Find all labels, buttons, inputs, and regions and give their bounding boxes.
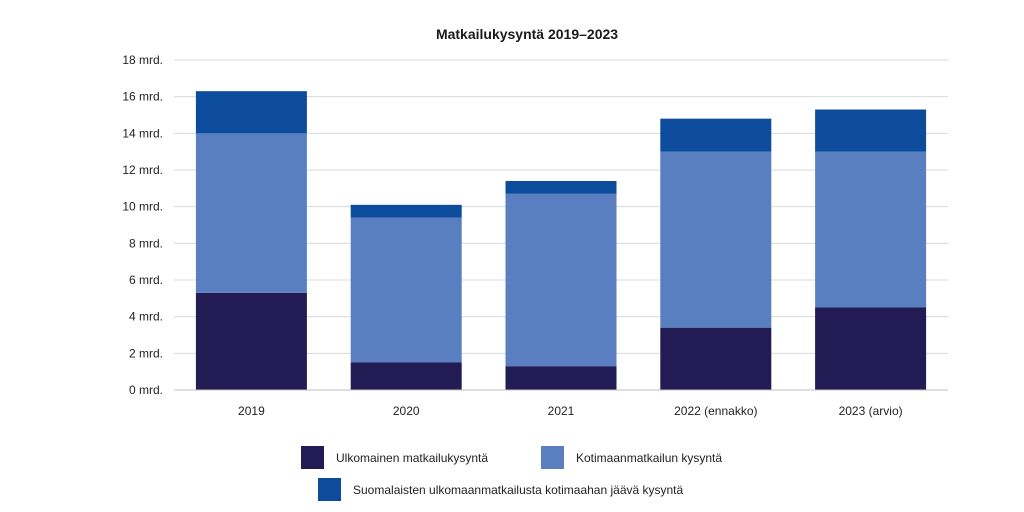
bar-segment-2 <box>350 217 462 363</box>
y-tick-label: 2 mrd. <box>129 346 163 360</box>
legend-swatch-ulkomainen <box>301 446 324 469</box>
y-tick-label: 0 mrd. <box>129 383 163 397</box>
y-tick-label: 18 mrd. <box>122 53 163 67</box>
x-tick-label: 2023 (arvio) <box>839 404 903 418</box>
legend-item-suomalaisten: Suomalaisten ulkomaanmatkailusta kotimaa… <box>318 478 683 501</box>
bar-segment-1 <box>195 292 307 390</box>
bar-segment-3 <box>815 109 927 152</box>
bar-segment-1 <box>505 366 617 390</box>
bar-segment-1 <box>815 307 927 390</box>
x-tick-label: 2022 (ennakko) <box>674 404 757 418</box>
bar-segment-2 <box>815 151 927 308</box>
y-tick-label: 8 mrd. <box>129 236 163 250</box>
y-tick-label: 12 mrd. <box>122 163 163 177</box>
y-tick-label: 16 mrd. <box>122 90 163 104</box>
bar-segment-2 <box>195 133 307 293</box>
x-tick-label: 2019 <box>238 404 265 418</box>
axes: 0 mrd. 2 mrd. 4 mrd. 6 mrd. 8 mrd. 10 mrd. 12 … <box>122 53 948 418</box>
y-tick-label: 14 mrd. <box>122 126 163 140</box>
legend-swatch-kotimaanmatkailu <box>541 446 564 469</box>
legend-label-kotimaanmatkailu: Kotimaanmatkailun kysyntä <box>576 450 723 465</box>
y-tick-label: 6 mrd. <box>129 273 163 287</box>
bar-segment-3 <box>195 91 307 134</box>
chart-title: Matkailukysyntä 2019–2023 <box>435 26 619 42</box>
bars <box>195 91 927 390</box>
bar-segment-1 <box>660 327 772 390</box>
legend-item-kotimaanmatkailu: Kotimaanmatkailun kysyntä <box>541 446 722 469</box>
bar-segment-3 <box>350 204 462 218</box>
bar-segment-3 <box>505 181 617 194</box>
bar-segment-2 <box>505 193 617 367</box>
x-tick-label: 2020 <box>393 404 420 418</box>
y-tick-label: 4 mrd. <box>129 310 163 324</box>
bar-segment-1 <box>350 362 462 390</box>
legend-label-ulkomainen: Ulkomainen matkailukysyntä <box>336 450 489 465</box>
legend-label-suomalaisten: Suomalaisten ulkomaanmatkailusta kotimaa… <box>353 482 684 497</box>
x-tick-label: 2021 <box>548 404 575 418</box>
bar-segment-3 <box>660 118 772 152</box>
y-tick-label: 10 mrd. <box>122 200 163 214</box>
bar-segment-2 <box>660 151 772 328</box>
legend-item-ulkomainen: Ulkomainen matkailukysyntä <box>301 446 488 469</box>
legend-swatch-suomalaisten <box>318 478 341 501</box>
